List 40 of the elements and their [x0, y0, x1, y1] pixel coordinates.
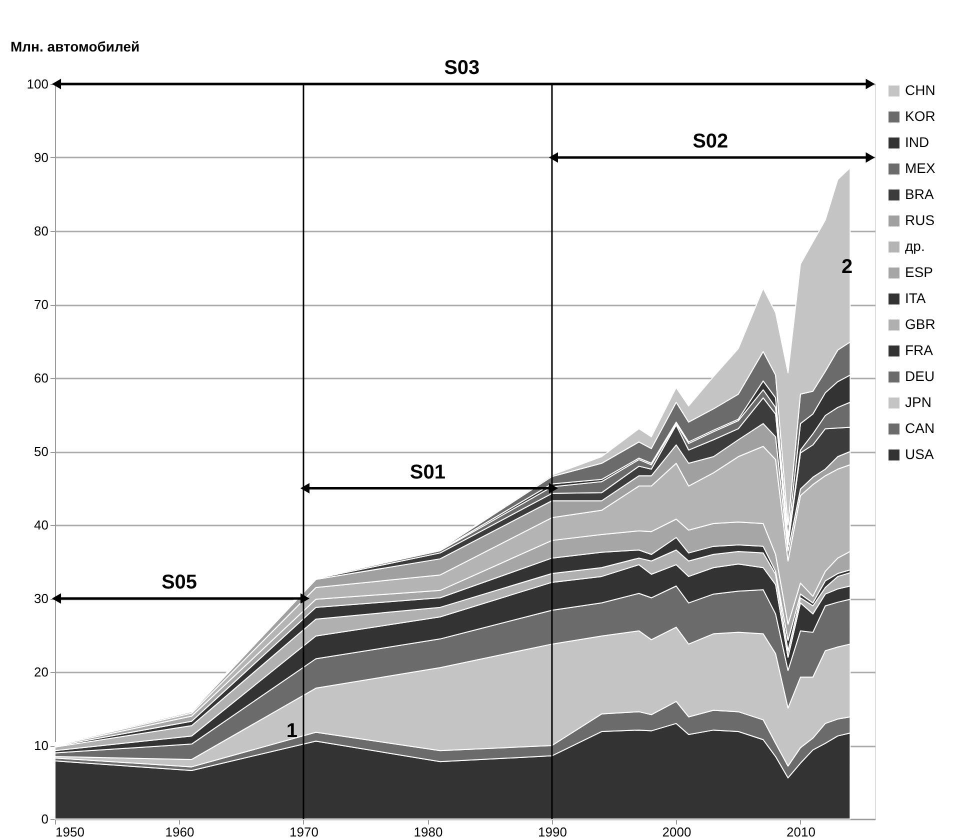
x-tick-label: 1970 [290, 824, 318, 838]
legend-label: KOR [905, 108, 936, 124]
legend-label: RUS [905, 212, 935, 228]
legend-label: CAN [905, 420, 935, 436]
series-label: S02 [692, 130, 728, 152]
y-tick-label: 70 [34, 297, 48, 312]
x-tick-label: 1950 [56, 824, 84, 838]
series-label: S03 [444, 57, 480, 79]
y-tick-label: 20 [34, 664, 48, 680]
series-label: S05 [161, 572, 198, 594]
x-tick-label: 2000 [662, 824, 692, 838]
legend-label: USA [905, 446, 934, 462]
legend-label: ESP [905, 264, 934, 280]
legend-label: CHN [905, 82, 936, 98]
legend-label: DEU [905, 368, 935, 384]
legend-label: ITA [905, 290, 926, 306]
legend-label: MEX [905, 160, 936, 176]
x-tick-label: 1990 [538, 824, 567, 838]
legend-label: FRA [905, 342, 934, 358]
y-tick-label: 30 [34, 591, 48, 606]
y-axis-title: Млн. автомобилей [10, 38, 140, 54]
y-tick-label: 90 [34, 150, 48, 165]
legend-label: GBR [905, 316, 936, 332]
legend-label: др. [905, 238, 925, 254]
legend-label: JPN [905, 394, 932, 410]
x-tick-label: 2010 [786, 824, 816, 838]
y-tick-label: 0 [41, 812, 48, 826]
x-tick-label: 1980 [414, 824, 443, 838]
legend-label: IND [905, 134, 930, 150]
y-tick-label: 40 [34, 518, 48, 532]
y-tick-label: 60 [34, 370, 48, 386]
y-tick-label: 50 [34, 444, 48, 459]
series-label: S01 [410, 461, 446, 484]
annotation: 2 [841, 256, 853, 278]
y-tick-label: 80 [34, 224, 48, 238]
y-tick-label: 100 [26, 76, 48, 92]
x-tick-label: 1960 [165, 824, 194, 838]
legend-label: BRA [905, 186, 934, 202]
annotation: 1 [286, 720, 298, 742]
y-tick-label: 10 [34, 738, 48, 753]
